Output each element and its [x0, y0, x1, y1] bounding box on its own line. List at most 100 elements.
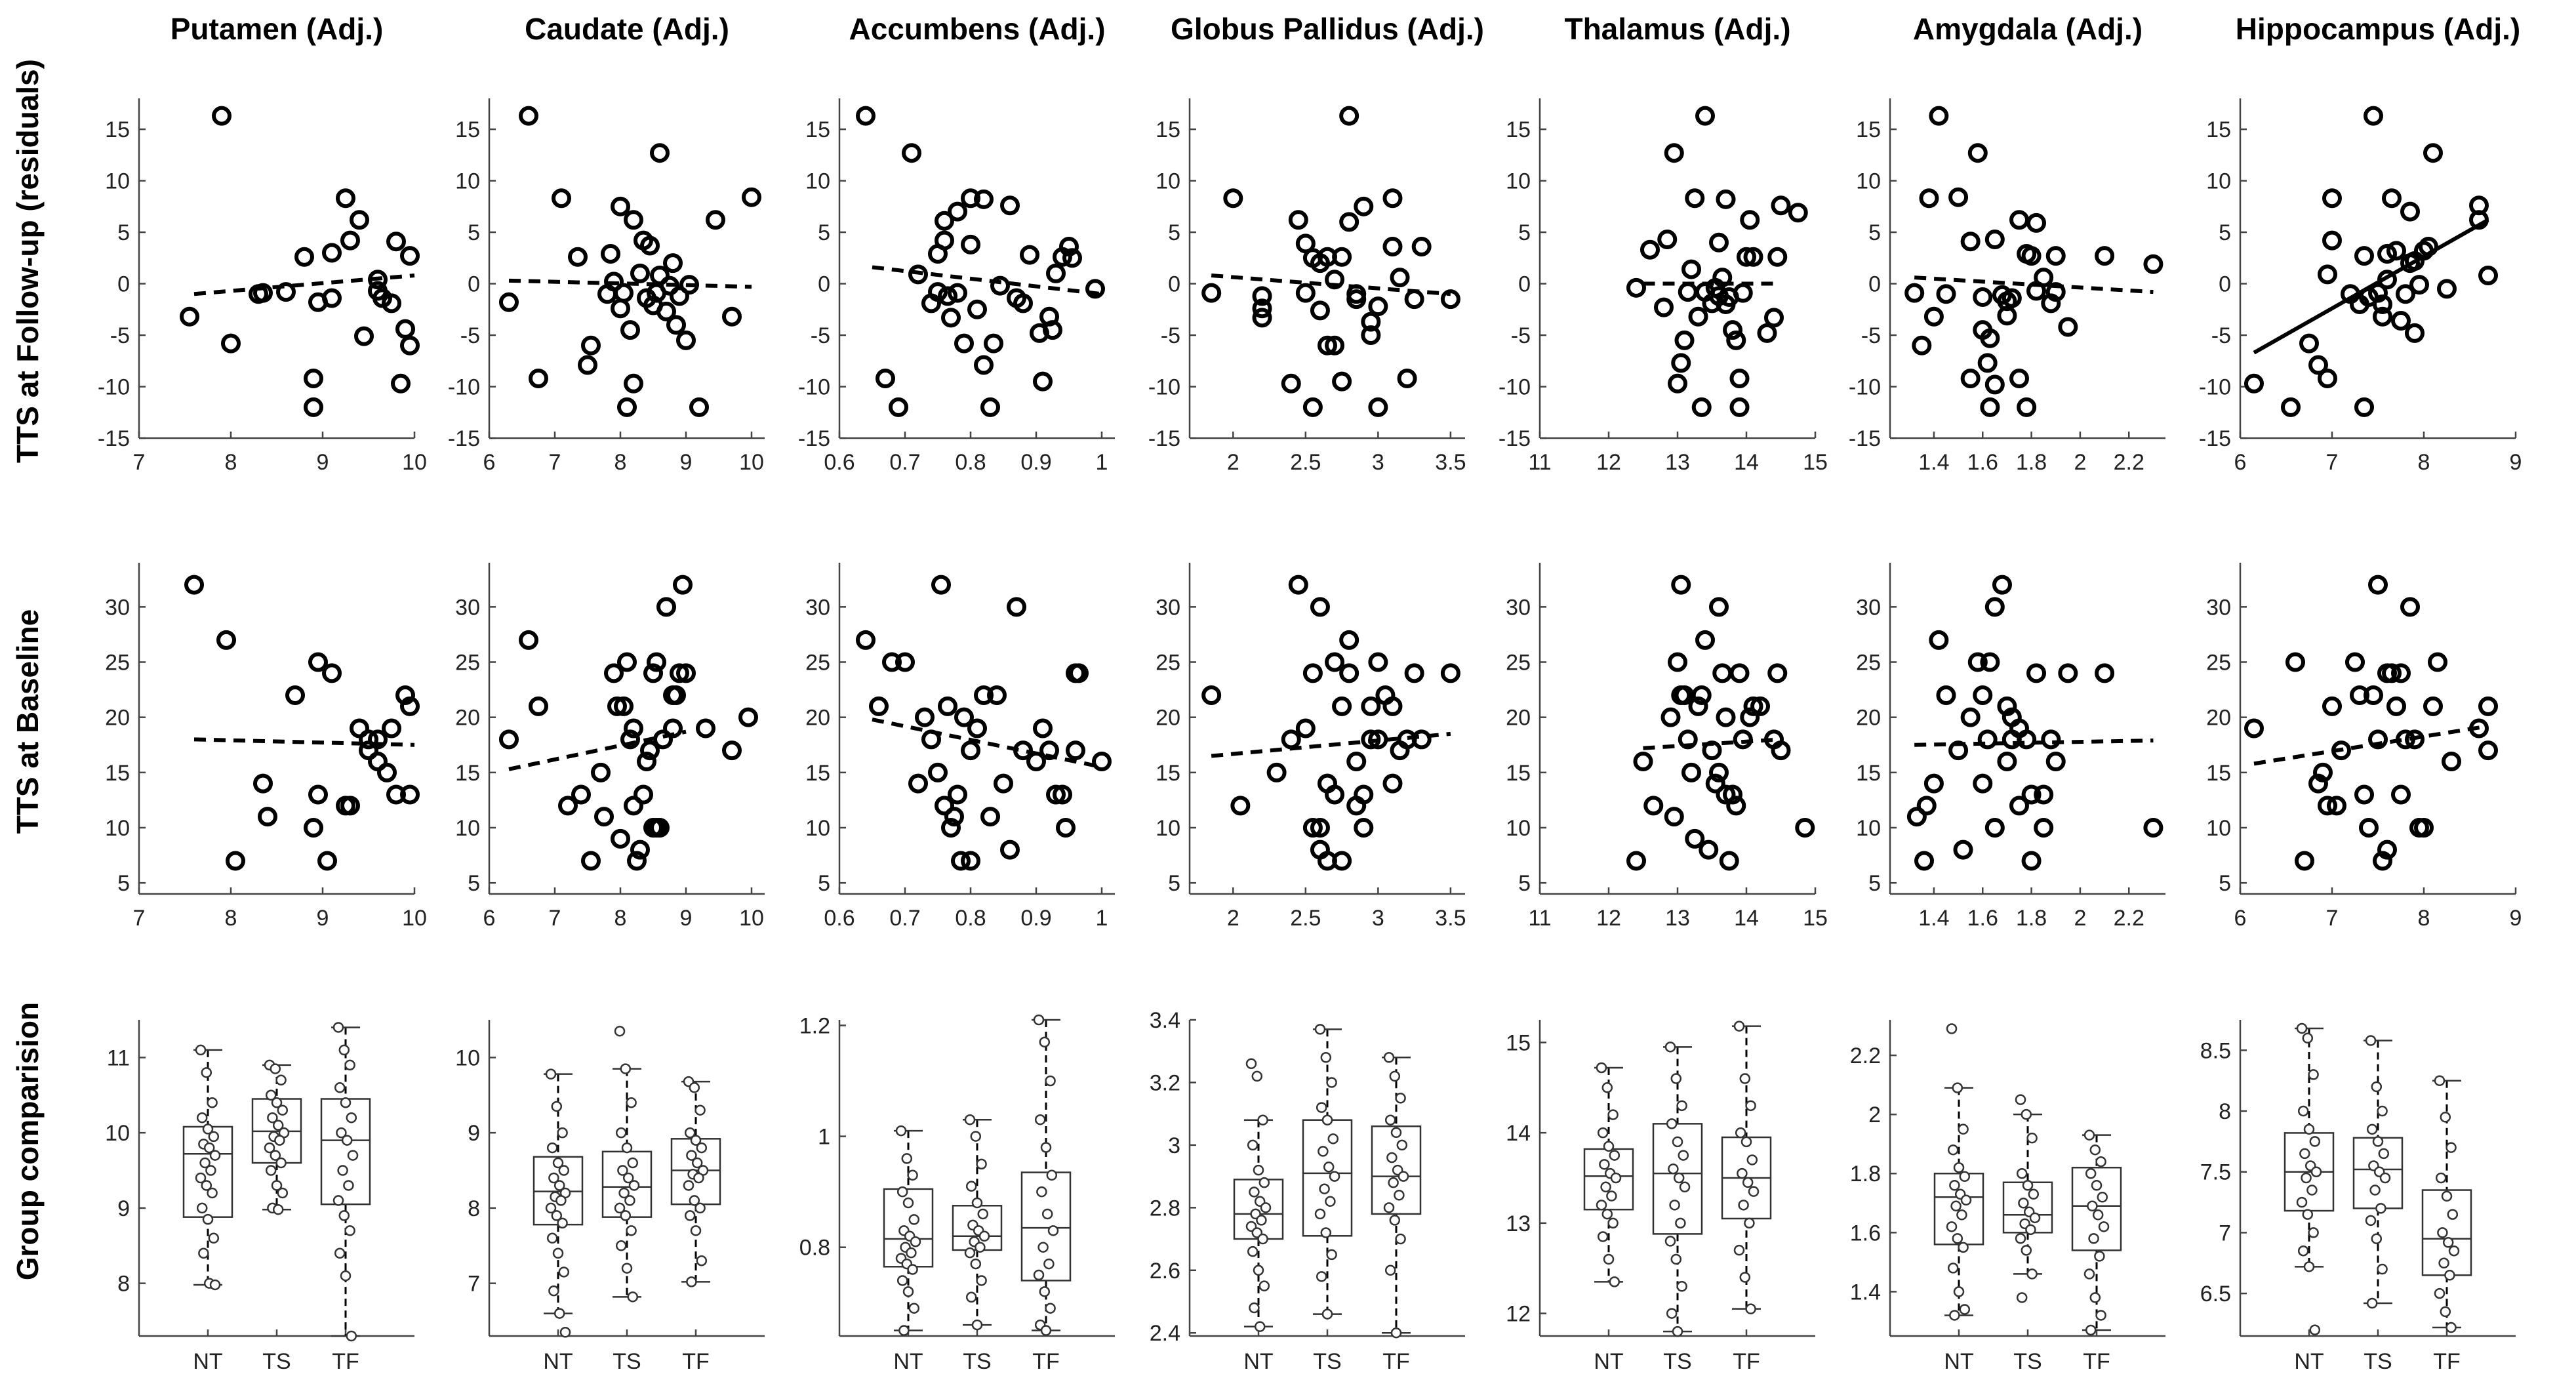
- panel-1-3: Accumbens (Adj.) -15 -10 -5 0 5 10 15 0.6 0.7 0.8 0…: [798, 12, 1115, 475]
- panel-3-1: 8 9 10 11 NT TS TF: [105, 1020, 414, 1374]
- scatter-point: [889, 397, 908, 417]
- box-nt: [2284, 1022, 2335, 1335]
- scatter-point: [1929, 106, 1949, 126]
- fit-line: [508, 278, 752, 289]
- box-data-point: [2371, 1233, 2383, 1244]
- x-tick-label: TS: [2364, 1349, 2392, 1374]
- scatter-point: [1056, 818, 1076, 838]
- scatter-point: [663, 253, 683, 273]
- scatter-point: [915, 707, 935, 727]
- scatter-point: [2478, 696, 2498, 716]
- box-data-point: [965, 1291, 977, 1303]
- x-tick-label: 12: [1596, 906, 1621, 931]
- y-tick-label: 10: [455, 1045, 480, 1070]
- y-tick-label: 8.5: [2200, 1038, 2231, 1063]
- box-data-point: [2447, 1209, 2459, 1220]
- box-data-point: [1327, 1133, 1339, 1144]
- y-tick-label: 20: [1156, 706, 1180, 731]
- scatter-point: [1332, 851, 1352, 871]
- scatter-point: [2021, 851, 2042, 871]
- scatter-point: [1361, 325, 1381, 346]
- box-data-point: [207, 1187, 218, 1199]
- box-data-point: [340, 1270, 352, 1282]
- y-tick-label: 30: [1506, 595, 1531, 620]
- box-data-point: [2028, 1188, 2040, 1200]
- panel-2-2: 5 10 15 20 25 30 6 7 8 9 10: [455, 563, 765, 931]
- box-data-point: [2444, 1270, 2455, 1281]
- box-data-point: [2098, 1221, 2110, 1232]
- y-tick-label: -10: [98, 375, 130, 400]
- scatter-point: [1382, 237, 1403, 257]
- box-nt: [182, 1044, 233, 1291]
- box-data-point: [2309, 1324, 2321, 1335]
- box-data-point: [347, 1150, 359, 1161]
- y-tick-label: 15: [805, 117, 830, 142]
- box-data-point: [1036, 1186, 1047, 1198]
- x-tick-label: 1: [1096, 450, 1108, 475]
- x-tick-label: 6: [2234, 450, 2247, 475]
- scatter-point: [1643, 796, 1664, 816]
- scatter-point: [499, 292, 519, 312]
- scatter-point: [944, 807, 964, 827]
- fit-line: [1914, 275, 2154, 294]
- box-data-point: [1045, 1075, 1056, 1087]
- box-nt: [1233, 1058, 1284, 1332]
- scatter-point: [902, 143, 921, 163]
- scatter-point: [1729, 663, 1750, 683]
- box-data-point: [686, 1276, 697, 1287]
- box-data-point: [202, 1124, 214, 1135]
- box-data-point: [2016, 1292, 2028, 1303]
- box-data-point: [1039, 1286, 1051, 1297]
- box-data-point: [1249, 1302, 1260, 1314]
- box-data-point: [2441, 1190, 2453, 1202]
- box-data-point: [626, 1097, 637, 1108]
- scatter-point: [2354, 784, 2374, 805]
- scatter-point: [951, 851, 971, 871]
- fit-line: [508, 729, 687, 771]
- scatter-point: [1671, 685, 1691, 705]
- scatter-point: [529, 368, 548, 388]
- scatter-point: [941, 818, 961, 838]
- box-data-point: [1389, 1070, 1401, 1082]
- scatter-point: [391, 373, 411, 394]
- y-tick-label: 15: [455, 117, 480, 142]
- box-data-point: [2089, 1144, 2101, 1156]
- y-tick-label: 15: [1856, 117, 1881, 142]
- scatter-point: [875, 368, 895, 388]
- box-data-point: [272, 1204, 284, 1215]
- box-data-point: [970, 1258, 982, 1270]
- y-tick-label: 7: [2219, 1221, 2231, 1245]
- box-data-point: [906, 1247, 917, 1259]
- y-tick-label: 25: [1856, 651, 1881, 676]
- box-data-point: [1959, 1171, 1971, 1182]
- box-data-point: [270, 1150, 281, 1161]
- scatter-point: [1354, 196, 1374, 216]
- x-tick-label: 1: [1096, 906, 1108, 931]
- x-tick-label: 8: [2418, 906, 2430, 931]
- y-tick-label: 1.4: [1850, 1280, 1881, 1305]
- scatter-point: [2009, 368, 2029, 388]
- box-data-point: [1597, 1231, 1609, 1242]
- scatter-point: [640, 740, 660, 761]
- scatter-point: [1339, 630, 1359, 650]
- x-tick-label: 0.7: [889, 906, 920, 931]
- scatter-point: [2143, 818, 2163, 838]
- scatter-point: [643, 663, 663, 683]
- scatter-point: [1984, 375, 2005, 395]
- scatter-point: [2386, 241, 2406, 261]
- scatter-point: [954, 707, 974, 727]
- scatter-point: [253, 773, 273, 794]
- scatter-point: [895, 652, 915, 672]
- scatter-point: [647, 818, 666, 838]
- scatter-point: [984, 333, 1003, 354]
- scatter-point: [2045, 246, 2066, 266]
- scatter-point: [180, 306, 199, 327]
- x-tick-label: 13: [1665, 450, 1690, 475]
- y-tick-label: 10: [105, 1121, 130, 1146]
- box-data-point: [1949, 1310, 1960, 1321]
- y-tick-label: 10: [805, 816, 830, 841]
- x-tick-label: 8: [614, 906, 627, 931]
- scatter-point: [1660, 707, 1681, 727]
- box-data-point: [1607, 1217, 1619, 1229]
- y-tick-label: -15: [2199, 426, 2231, 451]
